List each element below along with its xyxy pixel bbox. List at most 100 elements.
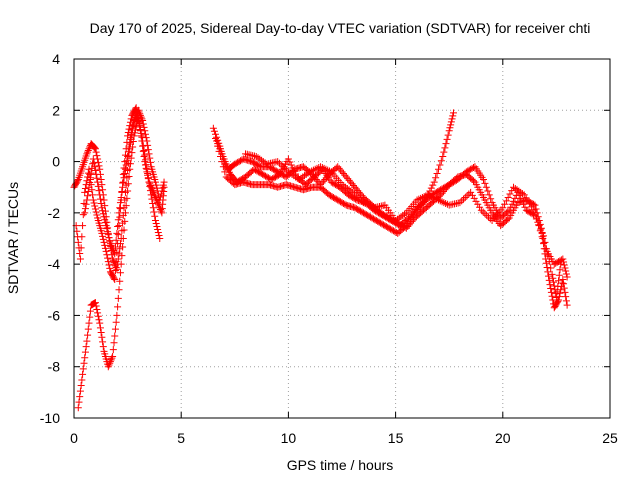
data-point <box>112 258 120 266</box>
data-point <box>559 276 567 284</box>
data-point <box>111 332 119 340</box>
data-point <box>487 195 495 203</box>
data-point <box>368 214 376 222</box>
data-point <box>80 359 88 367</box>
data-point <box>278 170 286 178</box>
y-axis-label: SDTVAR / TECUs <box>5 182 21 294</box>
data-point <box>274 168 282 176</box>
data-point <box>98 333 106 341</box>
data-point <box>106 359 114 367</box>
data-point <box>141 151 149 159</box>
data-point <box>447 118 455 126</box>
data-point <box>438 198 446 206</box>
data-point <box>435 187 443 195</box>
data-point <box>542 259 550 267</box>
data-point <box>510 197 518 205</box>
data-point <box>119 243 127 251</box>
data-point <box>392 217 400 225</box>
data-point <box>99 338 107 346</box>
data-point <box>431 194 439 202</box>
axis-ticks: 0 5 10 15 20 25 -10 -8 -6 -4 -2 0 2 4 <box>40 51 618 446</box>
data-point <box>358 197 366 205</box>
data-point <box>511 184 519 192</box>
data-point <box>78 233 86 241</box>
data-point <box>97 199 105 207</box>
data-point <box>325 167 333 175</box>
data-point <box>251 159 259 167</box>
data-point <box>96 191 104 199</box>
data-point <box>99 210 107 218</box>
data-point <box>446 124 454 132</box>
data-point <box>85 165 93 173</box>
data-point <box>387 225 395 233</box>
data-point <box>145 178 153 186</box>
data-point <box>100 213 108 221</box>
data-point <box>249 158 257 166</box>
data-point <box>329 193 337 201</box>
data-point <box>123 194 131 202</box>
data-point <box>351 204 359 212</box>
data-point <box>441 144 449 152</box>
data-point <box>86 179 94 187</box>
data-point <box>332 181 340 189</box>
data-point <box>146 180 154 188</box>
data-point <box>505 206 513 214</box>
data-point <box>75 398 83 406</box>
data-point <box>401 223 409 231</box>
data-point <box>248 158 256 166</box>
data-point <box>481 179 489 187</box>
data-point <box>107 241 115 249</box>
data-point <box>116 205 124 213</box>
series-trace-c <box>72 104 168 284</box>
data-point <box>469 177 477 185</box>
data-point <box>274 158 282 166</box>
data-point <box>104 258 112 266</box>
data-point <box>115 222 123 230</box>
data-point <box>442 140 450 148</box>
data-point <box>433 170 441 178</box>
data-point <box>122 161 130 169</box>
data-point <box>382 223 390 231</box>
data-point <box>304 169 312 177</box>
data-point <box>232 159 240 167</box>
data-point <box>84 187 92 195</box>
data-point <box>137 132 145 140</box>
data-point <box>295 176 303 184</box>
data-point <box>156 235 164 242</box>
data-point <box>339 199 347 207</box>
data-point <box>109 257 117 265</box>
data-point <box>440 199 448 207</box>
data-point <box>540 232 548 240</box>
data-point <box>430 178 438 186</box>
data-point <box>418 193 426 201</box>
data-point <box>436 161 444 169</box>
data-point <box>341 171 349 179</box>
data-point <box>462 168 470 176</box>
data-point <box>395 214 403 222</box>
data-point <box>349 188 357 196</box>
data-point <box>535 222 543 230</box>
data-point <box>554 282 562 290</box>
data-point <box>132 111 140 119</box>
data-point <box>79 365 87 373</box>
data-point <box>121 209 129 217</box>
data-point <box>499 204 507 212</box>
data-point <box>100 196 108 204</box>
x-tick-label: 25 <box>602 430 618 446</box>
data-point <box>377 209 385 217</box>
data-point <box>84 148 92 156</box>
data-point <box>347 178 355 186</box>
data-point <box>553 258 561 266</box>
data-point <box>94 182 102 190</box>
data-point <box>434 187 442 195</box>
data-point <box>330 180 338 188</box>
data-point <box>544 268 552 276</box>
data-point <box>252 166 260 174</box>
data-point <box>109 346 117 354</box>
data-point <box>149 199 157 207</box>
data-point <box>95 162 103 170</box>
data-point <box>433 195 441 203</box>
x-tick-label: 15 <box>388 430 404 446</box>
data-point <box>125 125 133 133</box>
data-point <box>429 193 437 201</box>
